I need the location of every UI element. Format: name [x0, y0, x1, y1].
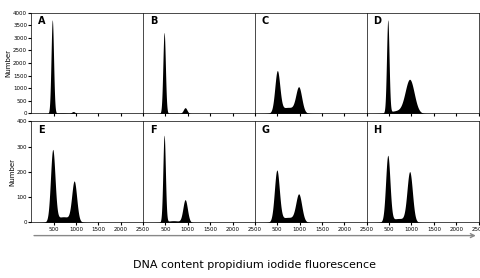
Text: A: A: [38, 16, 46, 26]
Text: G: G: [261, 125, 269, 135]
Text: E: E: [38, 125, 45, 135]
Y-axis label: Number: Number: [6, 49, 12, 77]
Text: F: F: [149, 125, 156, 135]
Text: DNA content propidium iodide fluorescence: DNA content propidium iodide fluorescenc…: [133, 260, 376, 270]
Y-axis label: Number: Number: [9, 158, 15, 186]
Text: B: B: [149, 16, 157, 26]
Text: C: C: [261, 16, 268, 26]
Text: D: D: [372, 16, 381, 26]
Text: H: H: [372, 125, 381, 135]
